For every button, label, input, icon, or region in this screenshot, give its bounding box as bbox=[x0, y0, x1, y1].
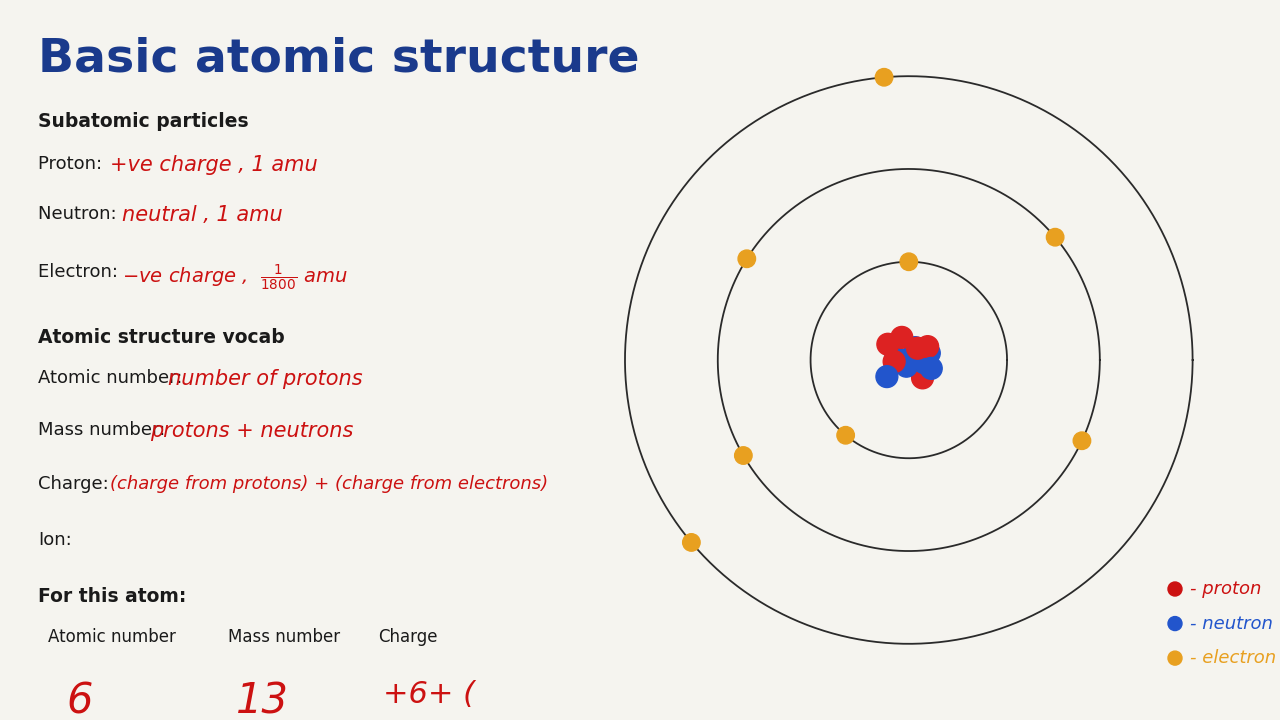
Text: Proton:: Proton: bbox=[38, 155, 114, 173]
Circle shape bbox=[739, 250, 755, 268]
Circle shape bbox=[682, 534, 700, 552]
Circle shape bbox=[884, 346, 906, 369]
Text: For this atom:: For this atom: bbox=[38, 587, 187, 606]
Circle shape bbox=[918, 342, 941, 364]
Circle shape bbox=[916, 336, 938, 358]
Text: Atomic number:: Atomic number: bbox=[38, 369, 193, 387]
Circle shape bbox=[906, 338, 928, 359]
Text: - proton: - proton bbox=[1190, 580, 1261, 598]
Circle shape bbox=[914, 352, 936, 374]
Text: Subatomic particles: Subatomic particles bbox=[38, 112, 248, 130]
Circle shape bbox=[735, 447, 753, 464]
Circle shape bbox=[900, 253, 918, 271]
Text: Basic atomic structure: Basic atomic structure bbox=[38, 36, 640, 81]
Text: Electron:: Electron: bbox=[38, 263, 129, 281]
Circle shape bbox=[1073, 432, 1091, 449]
Text: Ion:: Ion: bbox=[38, 531, 72, 549]
Circle shape bbox=[1047, 228, 1064, 246]
Text: +ve charge , 1 amu: +ve charge , 1 amu bbox=[110, 155, 317, 175]
Circle shape bbox=[837, 426, 854, 444]
Circle shape bbox=[896, 355, 918, 377]
Text: $-$ve charge ,  $\frac{1}{1800}$ amu: $-$ve charge , $\frac{1}{1800}$ amu bbox=[122, 263, 348, 293]
Circle shape bbox=[876, 366, 897, 387]
Text: 13: 13 bbox=[236, 680, 289, 720]
Circle shape bbox=[1169, 651, 1181, 665]
Circle shape bbox=[1169, 616, 1181, 631]
Text: - electron: - electron bbox=[1190, 649, 1276, 667]
Text: Charge:: Charge: bbox=[38, 475, 120, 493]
Text: 6: 6 bbox=[67, 680, 92, 720]
Circle shape bbox=[883, 351, 905, 372]
Text: Neutron:: Neutron: bbox=[38, 205, 128, 223]
Text: Atomic number: Atomic number bbox=[49, 628, 175, 646]
Text: - neutron: - neutron bbox=[1190, 615, 1272, 633]
Text: Mass number:: Mass number: bbox=[38, 421, 177, 439]
Text: number of protons: number of protons bbox=[168, 369, 362, 390]
Circle shape bbox=[920, 357, 942, 379]
Text: +6+ (: +6+ ( bbox=[383, 680, 475, 709]
Circle shape bbox=[876, 68, 892, 86]
Text: protons + neutrons: protons + neutrons bbox=[150, 421, 353, 441]
Text: Charge: Charge bbox=[378, 628, 438, 646]
Circle shape bbox=[891, 326, 913, 348]
Circle shape bbox=[904, 337, 925, 359]
Circle shape bbox=[877, 333, 899, 355]
Text: Atomic structure vocab: Atomic structure vocab bbox=[38, 328, 284, 346]
Text: (charge from protons) + (charge from electrons): (charge from protons) + (charge from ele… bbox=[110, 475, 548, 493]
Text: Mass number: Mass number bbox=[228, 628, 340, 646]
Text: neutral , 1 amu: neutral , 1 amu bbox=[122, 205, 283, 225]
Circle shape bbox=[1169, 582, 1181, 596]
Circle shape bbox=[911, 367, 933, 389]
